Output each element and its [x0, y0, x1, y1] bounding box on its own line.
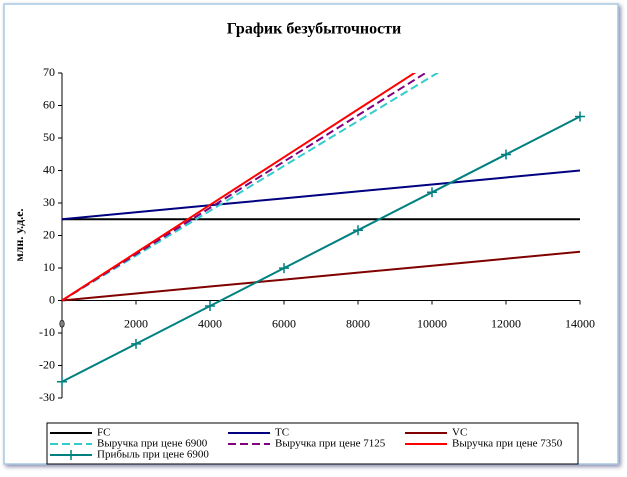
point-marker: [427, 187, 437, 198]
series-line: [62, 115, 580, 383]
chart-title: График безубыточности: [227, 21, 402, 38]
point-marker: [205, 300, 215, 311]
legend-label: Выручка при цене 7350: [452, 438, 563, 450]
x-tick-label: 14000: [565, 316, 595, 330]
point-marker: [131, 338, 141, 349]
legend-label: Выручка при цене 7125: [275, 438, 386, 450]
y-tick-label: 30: [43, 195, 55, 209]
y-tick-label: 40: [43, 162, 55, 176]
y-tick-label: 60: [43, 97, 55, 111]
legend-label: VC: [452, 427, 467, 439]
x-tick-label: 0: [59, 316, 65, 330]
chart-frame: [3, 3, 619, 465]
legend-label: Прибыль при цене 6900: [97, 449, 209, 461]
point-marker: [575, 111, 585, 122]
x-tick-label: 6000: [272, 316, 296, 330]
y-tick-label: -10: [39, 325, 55, 339]
y-tick-label: -20: [39, 357, 55, 371]
legend-label: Выручка при цене 6900: [97, 438, 208, 450]
x-tick-label: 4000: [198, 316, 222, 330]
legend-label: FC: [97, 427, 110, 439]
point-marker: [353, 225, 363, 236]
x-tick-label: 10000: [417, 316, 447, 330]
legend-box: [46, 422, 579, 465]
x-tick-label: 2000: [124, 316, 148, 330]
legend-label: TC: [275, 427, 289, 439]
series-line: [62, 73, 417, 302]
y-axis-label: млн. у.д.е.: [12, 208, 26, 261]
series-line: [62, 250, 580, 302]
x-tick-label: 12000: [491, 316, 521, 330]
y-tick-label: 70: [43, 65, 55, 79]
series-line: [62, 169, 580, 221]
series-line: [62, 73, 440, 302]
y-tick-label: 50: [43, 130, 55, 144]
y-tick-label: 20: [43, 227, 55, 241]
x-tick-label: 8000: [346, 316, 370, 330]
legend-marker: [66, 450, 76, 460]
point-marker: [57, 376, 67, 387]
point-marker: [279, 263, 289, 274]
series-line: [62, 73, 428, 302]
y-tick-label: -30: [39, 390, 55, 404]
point-marker: [501, 149, 511, 160]
y-tick-label: 0: [49, 292, 55, 306]
y-tick-label: 10: [43, 260, 55, 274]
